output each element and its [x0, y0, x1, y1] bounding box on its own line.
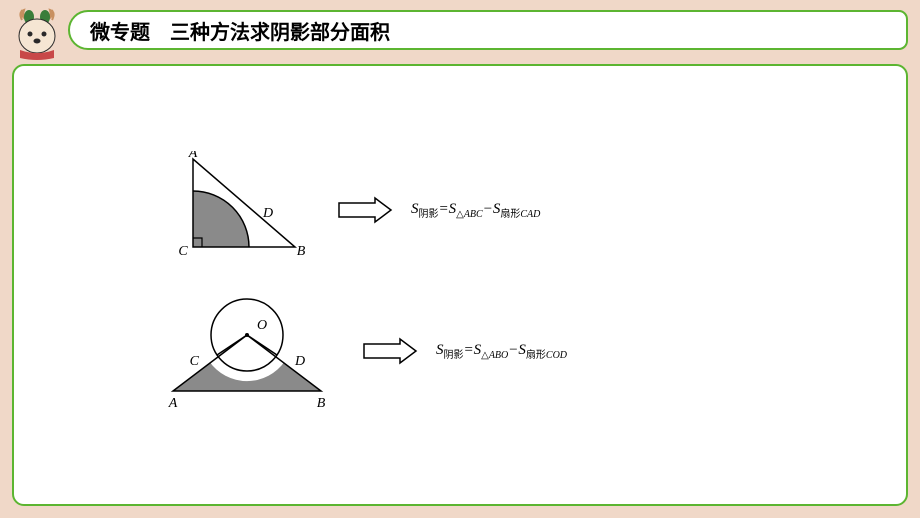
label-D: D: [262, 206, 273, 221]
label-D: D: [294, 354, 305, 369]
arrow-icon: [337, 196, 393, 224]
label-B: B: [317, 396, 326, 411]
label-C: C: [190, 354, 200, 369]
diagram-row-1: A C B D S阴影=S△ABC−S扇形CAD: [149, 151, 649, 269]
page-title: 微专题 三种方法求阴影部分面积: [90, 16, 390, 45]
label-A: A: [168, 396, 178, 411]
diagram-row-2: O C D A B S阴影=S△ABO−S扇形COD: [149, 289, 649, 413]
formula-1: S阴影=S△ABC−S扇形CAD: [411, 201, 540, 220]
triangle-sector-diagram: A C B D: [149, 151, 319, 269]
triangle-circle-diagram: O C D A B: [149, 289, 344, 413]
formula-2: S阴影=S△ABO−S扇形COD: [436, 342, 567, 361]
content-panel: A C B D S阴影=S△ABC−S扇形CAD O: [12, 64, 908, 506]
arrow-icon: [362, 337, 418, 365]
label-O: O: [257, 318, 267, 333]
label-C: C: [178, 244, 188, 259]
page-header: 微专题 三种方法求阴影部分面积: [68, 10, 908, 50]
diagram-area: A C B D S阴影=S△ABC−S扇形CAD O: [149, 151, 649, 433]
label-B: B: [297, 244, 306, 259]
mascot-icon: [10, 6, 64, 60]
label-A: A: [188, 151, 198, 161]
